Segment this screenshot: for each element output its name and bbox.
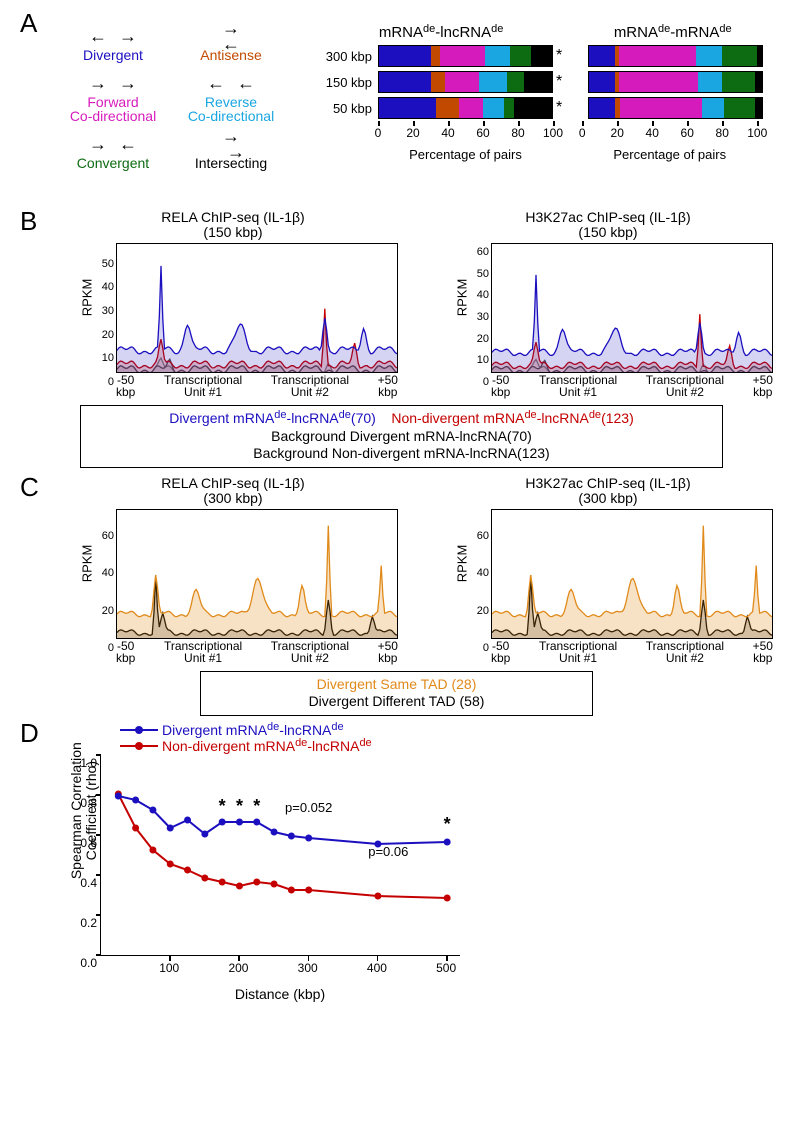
svg-text:*: *: [444, 814, 451, 834]
profile-title: H3K27ac ChIP-seq (IL-1β)(150 kbp): [443, 210, 773, 241]
profile-plot: [491, 243, 773, 373]
profile-plot: [491, 509, 773, 639]
panel-d-chart: Spearman CorrelationCoefficient (rho) 0.…: [100, 756, 460, 956]
stacked-bar-row: [378, 71, 553, 93]
stacked-bar-area: mRNAde-lncRNAde300 kbp*150 kbp*50 kbp*02…: [320, 24, 775, 149]
panel-d: D Divergent mRNAde-lncRNAdeNon-divergent…: [20, 722, 773, 1002]
orientation-divergent: ←→Divergent: [58, 22, 168, 63]
stacked-bar-row: [588, 97, 763, 119]
stacked-bar-row: [588, 71, 763, 93]
svg-text:*: *: [253, 796, 260, 816]
stacked-bar-row: [378, 45, 553, 67]
svg-text:p=0.06: p=0.06: [368, 844, 408, 859]
stacked-bar-row: [378, 97, 553, 119]
profile-title: RELA ChIP-seq (IL-1β)(300 kbp): [68, 476, 398, 507]
orientation-reverse-co-directional: ←←ReverseCo-directional: [176, 69, 286, 124]
stacked-bar-row: [588, 45, 763, 67]
panel-c: C RELA ChIP-seq (IL-1β)(300 kbp)RPKM0204…: [20, 476, 773, 716]
panel-b-legend-box: Divergent mRNAde-lncRNAde(70) Non-diverg…: [80, 405, 723, 468]
svg-text:*: *: [236, 796, 243, 816]
svg-text:p=0.052: p=0.052: [285, 800, 332, 815]
panel-d-xtitle: Distance (kbp): [100, 986, 460, 1002]
panel-c-legend-box: Divergent Same TAD (28)Divergent Differe…: [200, 671, 593, 716]
orientation-forward-co-directional: →→ForwardCo-directional: [58, 69, 168, 124]
panel-b: B RELA ChIP-seq (IL-1β)(150 kbp)RPKM0102…: [20, 210, 773, 468]
orientation-intersecting: → →Intersecting: [176, 130, 286, 171]
panel-label-b: B: [20, 206, 37, 237]
svg-text:*: *: [219, 796, 226, 816]
profile-title: H3K27ac ChIP-seq (IL-1β)(300 kbp): [443, 476, 773, 507]
legend-item: Non-divergent mRNAde-lncRNAde: [120, 738, 460, 754]
panel-label-c: C: [20, 472, 39, 503]
stacked-title: mRNAde-mRNAde: [582, 24, 763, 41]
profile-plot: [116, 509, 398, 639]
stacked-title: mRNAde-lncRNAde: [320, 24, 562, 41]
profile-title: RELA ChIP-seq (IL-1β)(150 kbp): [68, 210, 398, 241]
panel-label-d: D: [20, 718, 39, 749]
panel-d-legend: Divergent mRNAde-lncRNAdeNon-divergent m…: [120, 722, 460, 754]
panel-a: A ←→Divergent→←Antisense→→ForwardCo-dire…: [20, 12, 773, 202]
orientation-legend-grid: ←→Divergent→←Antisense→→ForwardCo-direct…: [58, 22, 286, 171]
legend-item: Divergent mRNAde-lncRNAde: [120, 722, 460, 738]
panel-label-a: A: [20, 8, 37, 39]
profile-plot: [116, 243, 398, 373]
orientation-convergent: →←Convergent: [58, 130, 168, 171]
orientation-antisense: →←Antisense: [176, 22, 286, 63]
figure-root: { "panels": { "A": "A", "B": "B", "C": "…: [0, 0, 793, 1022]
